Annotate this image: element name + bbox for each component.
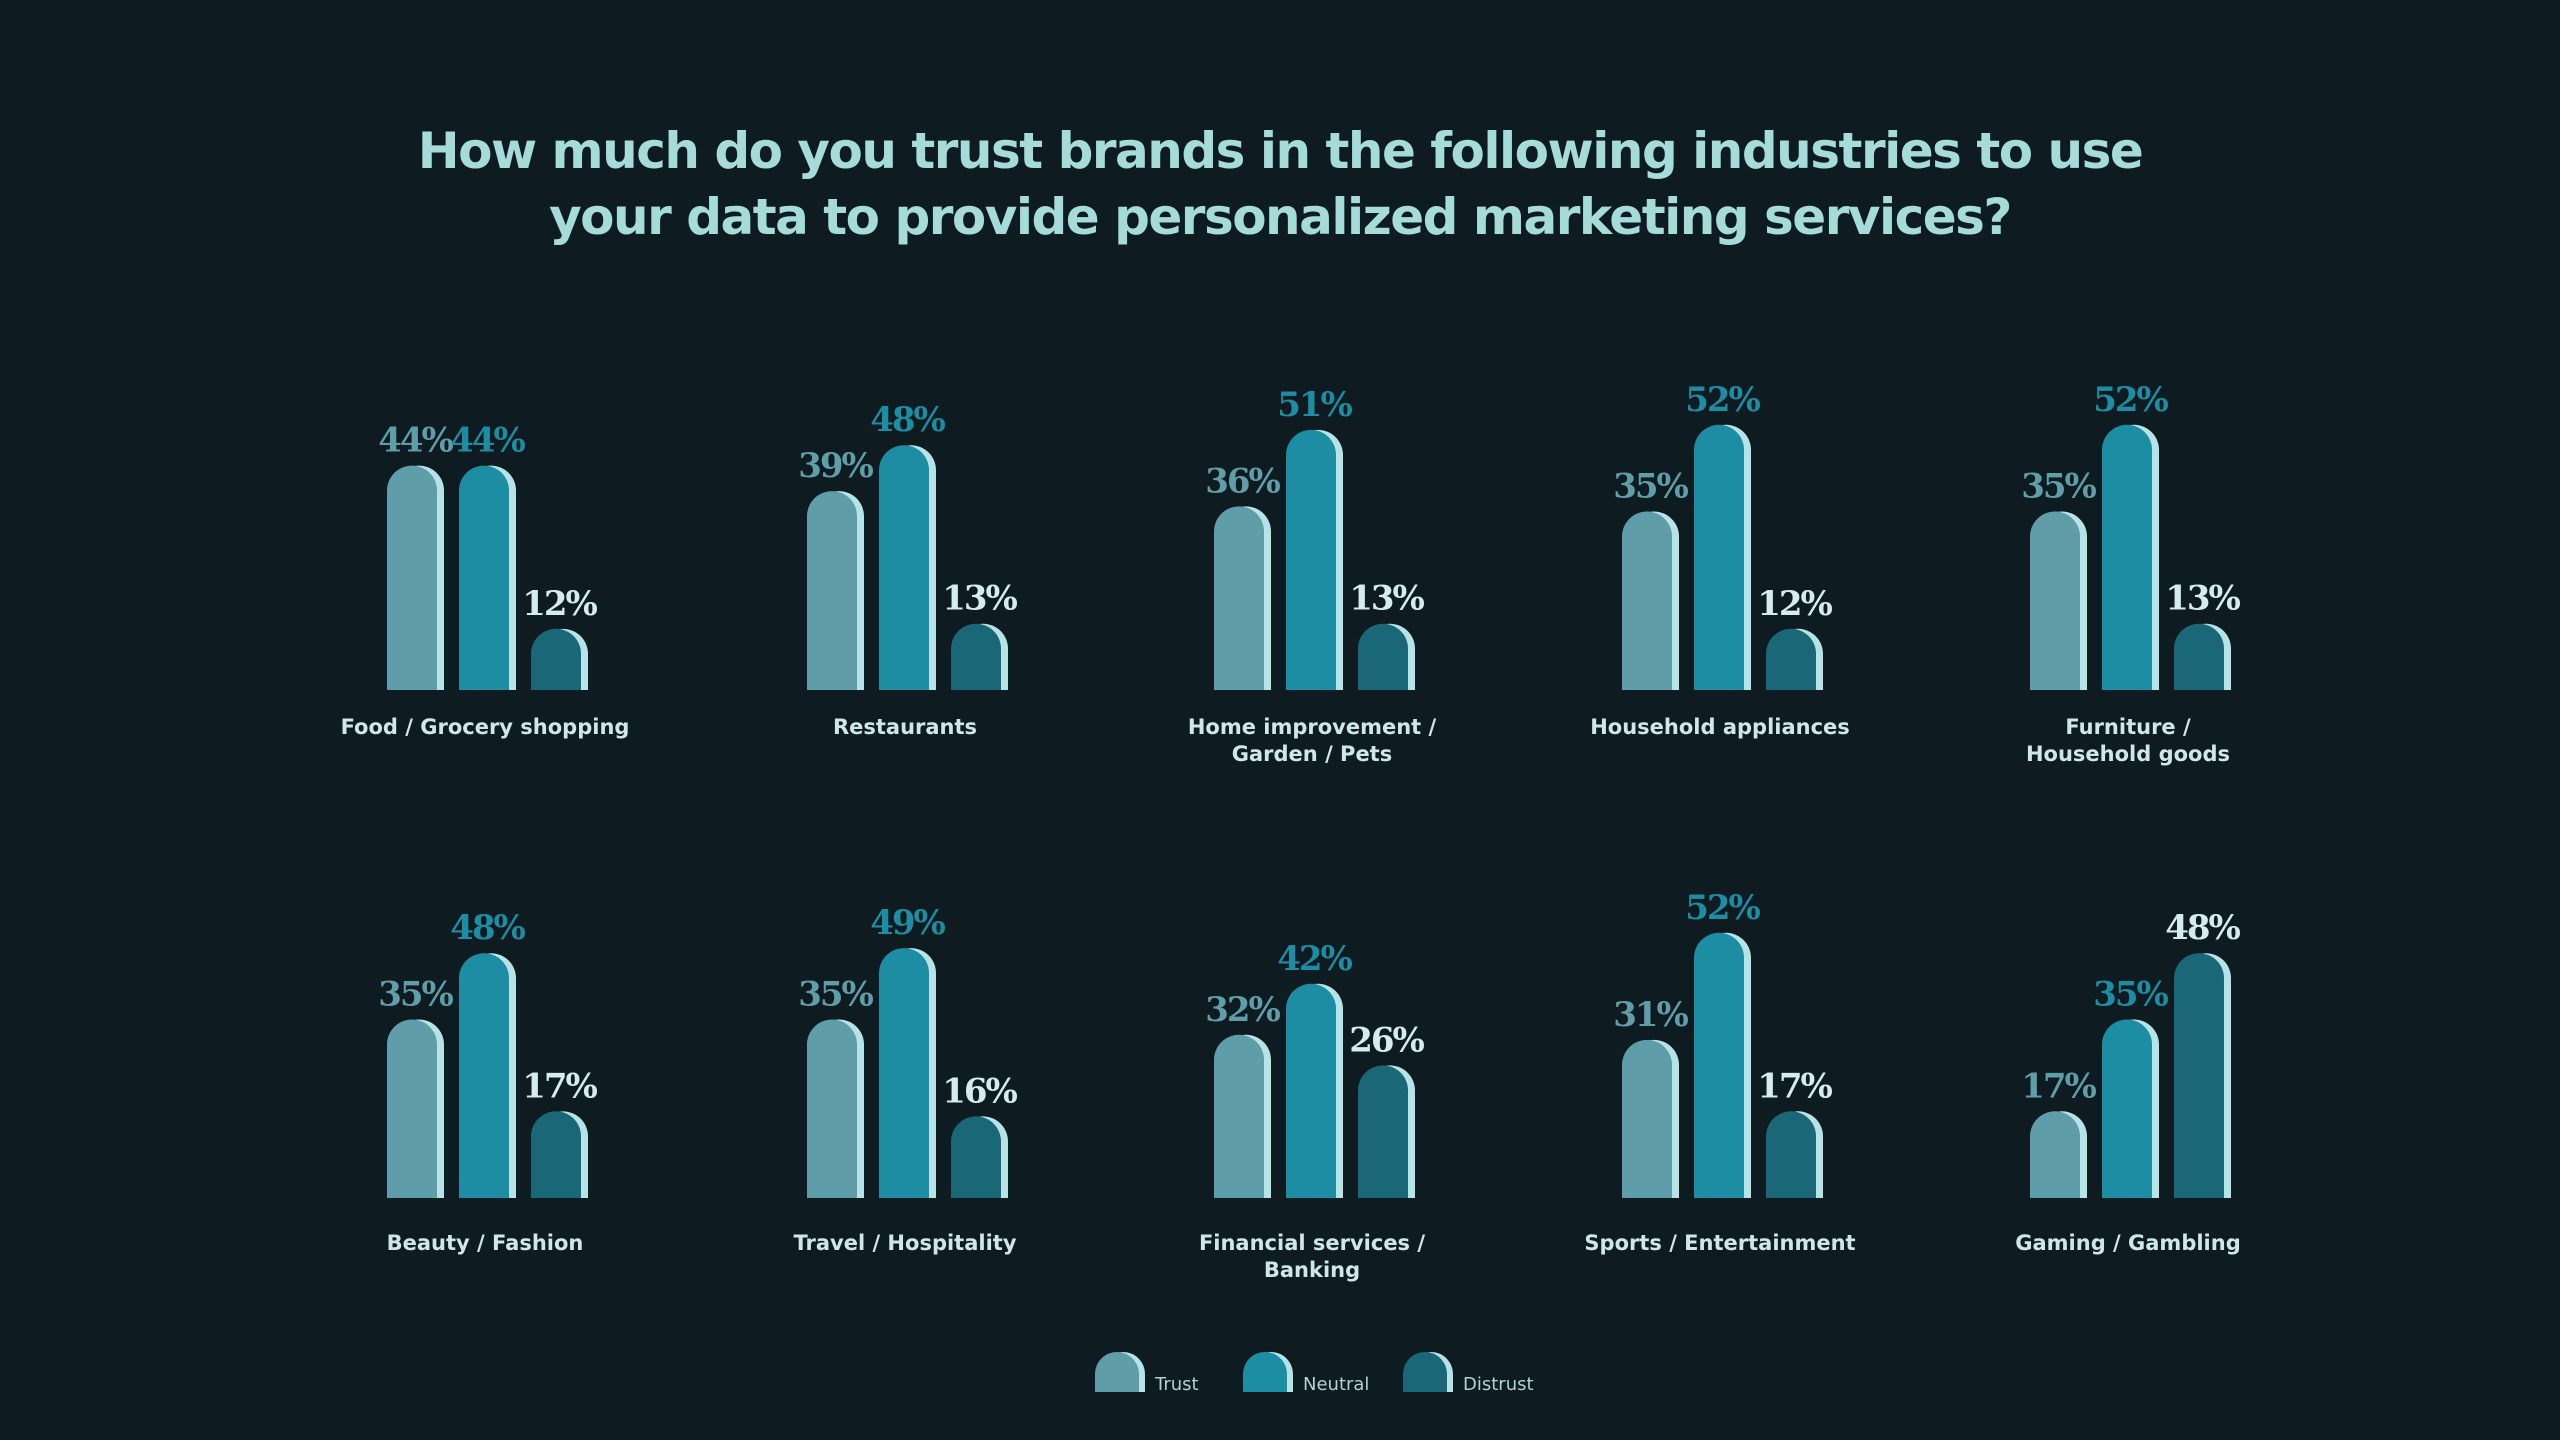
data-label: 35% xyxy=(1613,467,1688,507)
legend-item-neutral: Neutral xyxy=(1243,1352,1369,1395)
bar-trust xyxy=(1214,506,1264,690)
data-label: 13% xyxy=(2165,579,2240,619)
category-group: 35% 52% 13% Furniture / Household goods xyxy=(2021,380,2242,766)
data-label: 12% xyxy=(1757,584,1832,624)
bar-neutral xyxy=(879,948,929,1198)
bar-distrust xyxy=(951,1116,1001,1198)
category-label: Household goods xyxy=(2026,742,2230,766)
data-label: 17% xyxy=(2021,1066,2096,1106)
data-label: 52% xyxy=(2093,380,2168,420)
data-label: 44% xyxy=(378,421,453,461)
bar-trust xyxy=(387,1019,437,1198)
data-label: 35% xyxy=(2021,467,2096,507)
legend-label: Neutral xyxy=(1303,1374,1369,1395)
bar-neutral xyxy=(1286,983,1336,1198)
data-label: 13% xyxy=(1349,579,1424,619)
chart-title: How much do you trust brands in the foll… xyxy=(380,118,2180,250)
data-label: 39% xyxy=(798,446,873,486)
legend-swatch xyxy=(1403,1352,1447,1392)
data-label: 35% xyxy=(378,975,453,1015)
bar-trust xyxy=(387,465,437,690)
data-label: 48% xyxy=(2165,908,2240,948)
bar-distrust xyxy=(531,1111,581,1198)
data-label: 17% xyxy=(1757,1066,1832,1106)
bar-distrust xyxy=(1358,623,1408,690)
data-label: 49% xyxy=(870,903,945,943)
bar-neutral xyxy=(879,445,929,690)
data-label: 52% xyxy=(1685,380,1760,420)
category-group: 32% 42% 26% Financial services / Banking xyxy=(1199,939,1427,1282)
bar-trust xyxy=(1214,1034,1264,1198)
category-group: 44%44% 12% Food / Grocery shopping xyxy=(341,421,630,739)
category-label: Furniture / xyxy=(2065,715,2191,739)
category-group: 35% 52% 12% Household appliances xyxy=(1590,380,1850,739)
category-label: Sports / Entertainment xyxy=(1584,1231,1855,1255)
data-label: 17% xyxy=(522,1066,597,1106)
category-group: 39% 48% 13% Restaurants xyxy=(798,400,1019,739)
bar-trust xyxy=(807,1019,857,1198)
bar-distrust xyxy=(1766,1111,1816,1198)
category-label: Beauty / Fashion xyxy=(387,1231,584,1255)
data-label: 44% xyxy=(450,421,525,461)
bar-distrust xyxy=(531,628,581,690)
data-label: 52% xyxy=(1685,888,1760,928)
legend-item-trust: Trust xyxy=(1095,1352,1199,1395)
data-label: 35% xyxy=(2093,975,2168,1015)
data-label: 48% xyxy=(870,400,945,440)
bar-trust xyxy=(807,491,857,690)
category-label: Travel / Hospitality xyxy=(793,1231,1016,1255)
bar-distrust xyxy=(2174,623,2224,690)
legend-label: Trust xyxy=(1154,1374,1199,1395)
data-label: 12% xyxy=(522,584,597,624)
category-label: Home improvement / xyxy=(1188,715,1437,739)
bar-distrust xyxy=(1358,1065,1408,1198)
category-label: Garden / Pets xyxy=(1232,742,1392,766)
bar-trust xyxy=(1622,1039,1672,1198)
bar-neutral xyxy=(1694,424,1744,690)
data-label: 32% xyxy=(1205,990,1280,1030)
bar-neutral xyxy=(2102,424,2152,690)
bar-trust xyxy=(2030,511,2080,690)
category-label: Financial services / xyxy=(1199,1231,1425,1255)
bar-neutral xyxy=(1694,932,1744,1198)
bar-distrust xyxy=(2174,953,2224,1198)
data-label: 42% xyxy=(1277,939,1352,979)
legend-swatch xyxy=(1243,1352,1287,1392)
bar-neutral xyxy=(1286,429,1336,690)
category-group: 35% 48% 17% Beauty / Fashion xyxy=(378,908,599,1255)
bar-trust xyxy=(2030,1111,2080,1198)
bar-distrust xyxy=(1766,628,1816,690)
category-label: Food / Grocery shopping xyxy=(341,715,630,739)
category-label: Banking xyxy=(1264,1258,1360,1282)
category-group: 35% 49% 16% Travel / Hospitality xyxy=(793,903,1019,1255)
bar-distrust xyxy=(951,623,1001,690)
legend-item-distrust: Distrust xyxy=(1403,1352,1534,1395)
data-label: 16% xyxy=(942,1071,1017,1111)
category-group: 31% 52% 17% Sports / Entertainment xyxy=(1584,888,1855,1255)
data-label: 51% xyxy=(1277,385,1352,425)
category-group: 17% 35% 48% Gaming / Gambling xyxy=(2015,908,2242,1255)
data-label: 36% xyxy=(1205,461,1280,501)
data-label: 48% xyxy=(450,908,525,948)
bar-trust xyxy=(1622,511,1672,690)
category-label: Household appliances xyxy=(1590,715,1850,739)
chart-title-line-1: How much do you trust brands in the foll… xyxy=(417,122,2144,180)
chart-title-line-2: your data to provide personalized market… xyxy=(549,188,2012,246)
data-label: 35% xyxy=(798,975,873,1015)
category-label: Restaurants xyxy=(833,715,977,739)
legend-label: Distrust xyxy=(1463,1374,1534,1395)
bar-neutral xyxy=(458,953,509,1198)
category-label: Gaming / Gambling xyxy=(2015,1231,2240,1255)
bar-neutral xyxy=(458,465,509,690)
bar-neutral xyxy=(2102,1019,2152,1198)
legend: Trust Neutral Distrust xyxy=(1095,1352,1534,1395)
data-label: 31% xyxy=(1613,995,1688,1035)
legend-swatch xyxy=(1095,1352,1139,1392)
data-label: 26% xyxy=(1349,1020,1424,1060)
data-label: 13% xyxy=(942,579,1017,619)
category-group: 36% 51% 13% Home improvement / Garden / Pets xyxy=(1188,385,1437,766)
